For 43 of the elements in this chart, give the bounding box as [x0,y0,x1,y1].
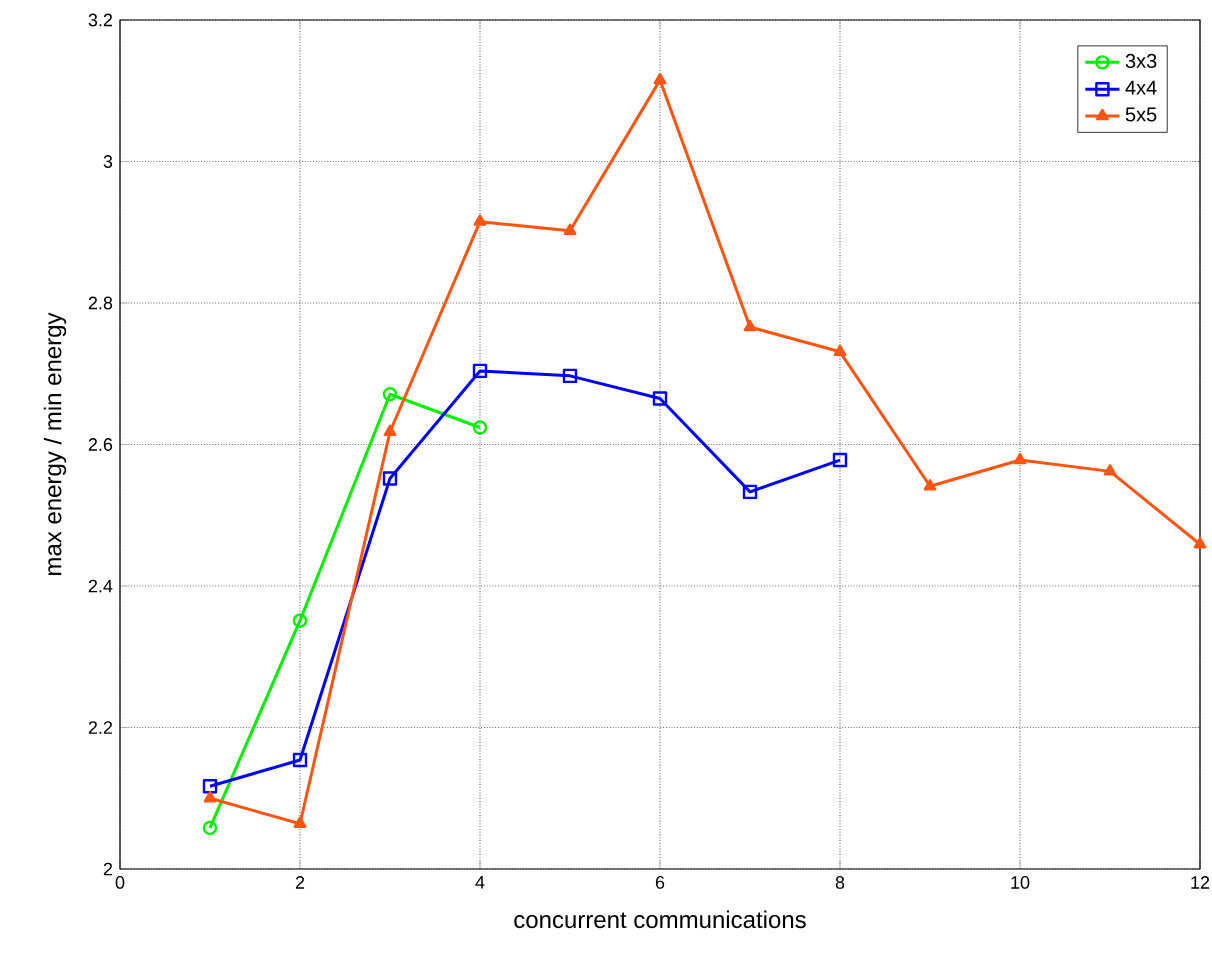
point [653,72,667,85]
point [833,344,847,357]
y-tick-label: 2.6 [88,438,113,451]
y-tick-label: 2.4 [88,579,113,593]
point [202,820,218,836]
x-tick-label: 10 [1011,876,1030,889]
x-axis-title: concurrent communications [514,910,806,929]
x-tick-label: 4 [475,876,485,889]
point [472,420,488,435]
point [292,752,308,768]
y-tick-label: 3.2 [88,13,113,27]
point [652,391,668,406]
y-axis-title: max energy / min energy [43,312,67,575]
point [203,791,217,803]
point [563,223,577,236]
legend-label: 3x3 [1125,53,1157,69]
point [292,613,308,628]
point [832,452,848,468]
x-tick-label: 2 [295,876,305,889]
point [473,214,487,226]
x-tick-label: 8 [835,876,845,889]
x-tick-label: 12 [1191,876,1210,889]
x-tick-label: 0 [115,876,125,889]
point [472,363,488,379]
point [1013,452,1027,465]
point [293,816,307,828]
point [1193,537,1207,549]
point [742,484,758,500]
x-tick-label: 6 [655,876,665,889]
legend-label: 5x5 [1125,107,1157,122]
point [383,424,397,436]
y-tick-label: 2.8 [88,296,113,310]
point [1103,464,1117,476]
point [382,471,398,486]
y-tick-label: 3 [103,155,113,168]
point [382,387,398,402]
point [202,779,218,794]
y-tick-label: 2 [103,862,113,876]
legend-label: 4x4 [1125,80,1157,95]
point [743,319,757,332]
point [562,368,578,384]
y-tick-label: 2.2 [88,721,113,734]
point [923,479,937,491]
